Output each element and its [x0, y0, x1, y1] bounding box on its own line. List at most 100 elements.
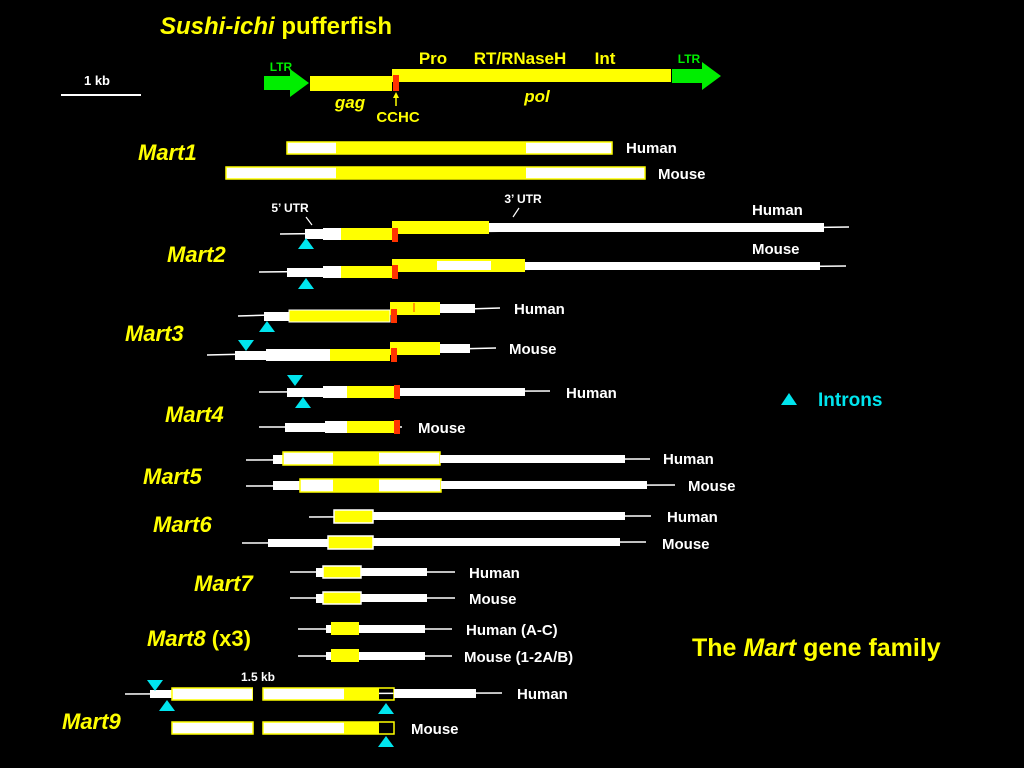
ltr-left-label: LTR — [270, 60, 293, 74]
pro-label: Pro — [419, 49, 447, 68]
exon-utr — [171, 687, 254, 701]
exon-utr — [263, 688, 344, 700]
scale-bar-label: 1 kb — [84, 73, 110, 88]
utr3-pointer — [512, 207, 520, 218]
exon-orf — [344, 722, 379, 734]
cchc-label: CCHC — [376, 109, 419, 126]
exon-utr — [323, 228, 341, 240]
cchc-motif — [392, 265, 398, 279]
species-label: Mouse — [752, 241, 800, 258]
exon-utr — [285, 423, 325, 432]
species-label: Mouse — [418, 420, 466, 437]
exon-utr — [326, 625, 334, 633]
exon-outline — [262, 721, 395, 735]
int-label: Int — [595, 49, 616, 68]
gene-name: Mart8 (x3) — [147, 626, 251, 651]
exon-orf — [323, 566, 361, 578]
intron-marker — [259, 321, 275, 332]
exon-utr — [305, 229, 323, 239]
legend-introns-label: Introns — [818, 390, 882, 411]
exon-orf — [334, 510, 373, 523]
gene-name: Mart7 — [194, 571, 254, 596]
exon-utr — [287, 268, 323, 277]
ltr-right-label: LTR — [678, 52, 701, 66]
exon-orf — [323, 592, 361, 604]
ltr-left-arrow — [264, 69, 309, 97]
species-label: Human — [566, 385, 617, 402]
species-label: Human — [517, 686, 568, 703]
exon-utr — [235, 351, 266, 360]
exon-utr — [323, 266, 341, 278]
legend-introns: Introns — [781, 390, 882, 411]
exon-utr3 — [394, 689, 476, 698]
exon-utr — [263, 722, 344, 734]
exon-orf — [390, 342, 440, 355]
utr5-label: 5’ UTR — [271, 201, 309, 215]
gene-name: Mart4 — [165, 402, 224, 427]
cchc-motif — [391, 309, 397, 323]
species-label: Mouse — [658, 166, 706, 183]
cchc-motif — [394, 420, 400, 434]
exon-orf — [347, 421, 400, 433]
transcript-outline — [225, 166, 646, 180]
exon-utr3 — [400, 388, 525, 396]
exon-utr — [171, 721, 254, 735]
gene-mart4: Mart4 Human Mouse — [165, 375, 617, 437]
intron-legend-icon — [781, 393, 797, 405]
intron-marker — [295, 397, 311, 408]
species-label: Mouse — [688, 478, 736, 495]
exon-utr3 — [361, 594, 427, 602]
exon-orf — [328, 536, 373, 549]
exon-utr — [268, 539, 328, 547]
exon-outline — [288, 309, 391, 323]
exon-utr — [325, 421, 347, 433]
gap-label: 1.5 kb — [241, 670, 275, 684]
transcript-orf — [336, 167, 526, 179]
intron-marker — [378, 703, 394, 714]
exon-utr3 — [359, 652, 425, 660]
utr5-pointer — [305, 216, 313, 226]
gene-mart8: Mart8 (x3) Human (A-C) Mouse (1-2A/B) — [147, 622, 573, 666]
gene-mart2: Mart2 5’ UTR 3’ UTR Human Mouse — [167, 192, 850, 289]
gene-name: Mart9 — [62, 709, 121, 734]
utr3-label: 3’ UTR — [504, 192, 542, 206]
exon-utr3 — [361, 568, 427, 576]
exon-orf — [333, 479, 379, 492]
exon-utr3 — [440, 304, 475, 313]
transcript-outline — [286, 141, 613, 155]
exon-orf — [333, 452, 379, 465]
gene-mart1: Mart1 Human Mouse — [138, 140, 706, 183]
cchc-motif — [392, 228, 398, 242]
exon-orf — [289, 310, 390, 322]
species-label: Mouse — [509, 341, 557, 358]
species-label: Human — [663, 451, 714, 468]
exon-utr — [273, 455, 283, 464]
species-label: Human (A-C) — [466, 622, 558, 639]
intron-marker — [238, 340, 254, 351]
gene-mart6: Mart6 Human Mouse — [153, 509, 718, 553]
gene-name: Mart1 — [138, 140, 197, 165]
species-label: Mouse (1-2A/B) — [464, 649, 573, 666]
transcript-orf — [336, 142, 526, 154]
exon-utr3 — [373, 512, 625, 520]
figure-caption: The Mart gene family — [692, 634, 941, 662]
exon-utr — [287, 388, 323, 397]
exon-utr — [264, 312, 289, 321]
intron-marker — [159, 700, 175, 711]
exon-orf — [390, 302, 440, 315]
exon-utr — [150, 690, 172, 698]
exon-utr3 — [441, 481, 647, 489]
exon-orf — [392, 221, 489, 234]
exon-utr3 — [373, 538, 620, 546]
diagram-title: Sushi-ichi pufferfish — [160, 13, 392, 40]
cchc-motif — [393, 75, 399, 91]
exon-utr3 — [525, 262, 820, 270]
species-label: Human — [752, 202, 803, 219]
exon-orf — [341, 228, 392, 240]
intron-marker — [378, 736, 394, 747]
exon-utr3 — [489, 223, 824, 232]
species-label: Mouse — [469, 591, 517, 608]
gene-name: Mart6 — [153, 512, 212, 537]
exon-orf — [331, 649, 359, 662]
intron-marker — [298, 278, 314, 289]
